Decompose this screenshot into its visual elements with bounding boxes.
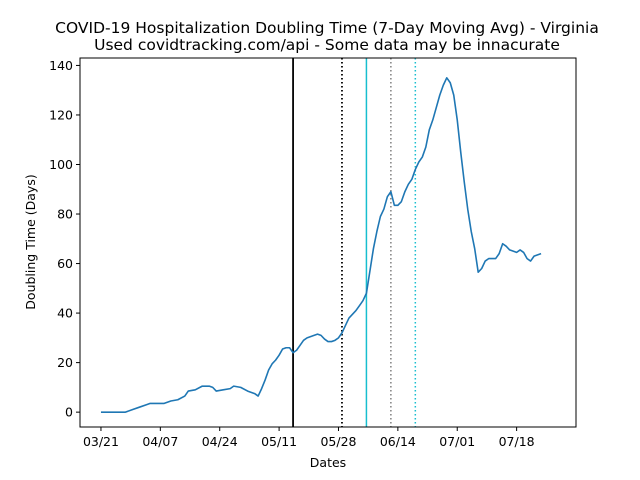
x-axis-label: Dates (310, 455, 346, 470)
x-tick-label: 07/01 (439, 434, 475, 449)
y-tick-label: 20 (57, 355, 73, 370)
x-tick-label: 05/11 (261, 434, 297, 449)
x-tick-label: 03/21 (83, 434, 119, 449)
series-line-1 (100, 77, 542, 413)
x-tick-label: 05/28 (320, 434, 356, 449)
y-tick-label: 140 (49, 58, 73, 73)
y-tick-label: 0 (65, 405, 73, 420)
y-tick-label: 100 (49, 157, 73, 172)
x-axis-ticks: 03/21 04/07 04/24 05/11 05/28 06/14 07/01 07/18 (83, 427, 535, 449)
chart-subtitle: Used covidtracking.com/api - Some data m… (94, 36, 560, 54)
y-axis-label: Doubling Time (Days) (23, 174, 38, 309)
y-tick-label: 60 (57, 256, 73, 271)
x-tick-label: 07/18 (499, 434, 535, 449)
y-tick-label: 40 (57, 306, 73, 321)
plot-area-frame (79, 57, 577, 428)
x-tick-label: 04/07 (142, 434, 178, 449)
vertical-reference-lines (292, 58, 417, 427)
x-tick-label: 06/14 (380, 434, 416, 449)
y-axis-ticks: 0 20 40 60 80 100 120 140 (49, 58, 80, 420)
y-tick-label: 80 (57, 207, 73, 222)
series-layer (100, 77, 542, 413)
chart-title: COVID-19 Hospitalization Doubling Time (… (55, 19, 599, 37)
y-tick-label: 120 (49, 107, 73, 122)
x-tick-label: 04/24 (202, 434, 238, 449)
